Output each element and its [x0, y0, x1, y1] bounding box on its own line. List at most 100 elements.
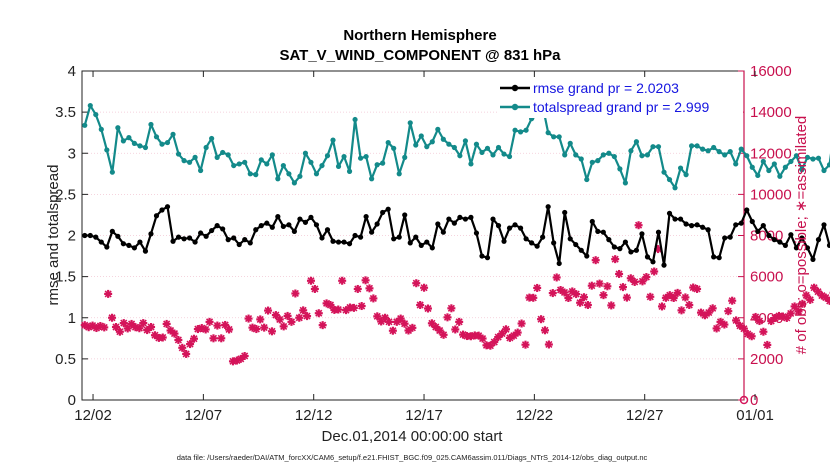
x-tick-label: 12/07 — [185, 407, 223, 424]
obs-point — [139, 319, 148, 328]
totalspread-point — [700, 146, 706, 152]
left-tick-label: 0.5 — [55, 351, 76, 368]
obs-point — [576, 298, 585, 307]
obs-point — [579, 293, 588, 302]
obs-point — [669, 294, 678, 303]
obs-point — [256, 315, 265, 324]
totalspread-point — [148, 121, 154, 128]
rmse-point — [446, 216, 452, 222]
rmse-point — [369, 229, 375, 235]
rmse-point — [584, 253, 590, 259]
obs-point — [334, 305, 343, 314]
rmse-point — [402, 212, 408, 218]
y-axis-label-right: # of obs: o=possible; ∗=assimilated — [793, 116, 810, 355]
x-axis-label: Dec.01,2014 00:00:00 start — [322, 428, 504, 445]
obs-point — [513, 328, 522, 337]
totalspread-point — [755, 172, 761, 179]
totalspread-point — [220, 149, 226, 156]
obs-point — [478, 334, 487, 343]
obs-point — [747, 332, 756, 341]
totalspread-point — [374, 162, 380, 168]
totalspread-point — [694, 143, 700, 149]
totalspread-point — [545, 130, 551, 136]
right-tick-label: 16000 — [750, 63, 792, 80]
totalspread-point — [82, 122, 88, 128]
rmse-point — [142, 248, 149, 254]
obs-point — [373, 312, 382, 321]
x-tick-label: 12/22 — [516, 407, 554, 424]
x-tick-label: 12/02 — [74, 407, 112, 424]
obs-point — [650, 267, 659, 276]
totalspread-point — [650, 144, 656, 150]
obs-point — [267, 327, 276, 336]
rmse-point — [479, 253, 485, 259]
totalspread-point — [727, 149, 733, 155]
rmse-point — [374, 221, 380, 227]
rmse-point — [793, 245, 800, 251]
totalspread-point — [142, 144, 149, 151]
obs-point — [677, 306, 686, 315]
totalspread-point — [804, 154, 811, 160]
totalspread-point — [473, 141, 480, 147]
obs-point — [572, 290, 581, 299]
rmse-point — [308, 214, 314, 220]
totalspread-point — [302, 150, 309, 156]
rmse-point — [236, 241, 242, 248]
rmse-point — [131, 245, 138, 251]
obs-point — [540, 326, 549, 335]
totalspread-point — [164, 139, 171, 146]
totalspread-point — [468, 161, 474, 167]
rmse-point — [242, 237, 248, 243]
obs-point — [786, 309, 795, 318]
totalspread-point — [181, 158, 187, 164]
rmse-point — [120, 241, 126, 247]
obs-point — [314, 309, 323, 318]
obs-point — [642, 273, 651, 282]
totalspread-point — [209, 135, 215, 142]
left-tick-label: 1.5 — [55, 269, 76, 286]
totalspread-point — [396, 171, 402, 177]
obs-point — [353, 284, 362, 293]
totalspread-point — [788, 158, 794, 165]
totalspread-series — [82, 102, 830, 191]
totalspread-point — [573, 152, 579, 158]
rmse-point — [170, 238, 176, 244]
totalspread-point — [330, 137, 336, 143]
rmse-point — [192, 239, 198, 245]
totalspread-point — [87, 102, 93, 109]
totalspread-point — [175, 151, 182, 157]
totalspread-point — [562, 152, 568, 158]
totalspread-point — [109, 169, 115, 175]
totalspread-point — [264, 161, 270, 167]
rmse-series — [82, 204, 830, 268]
totalspread-point — [639, 153, 645, 159]
rmse-point — [782, 242, 788, 248]
obs-point — [517, 319, 526, 328]
obs-point — [618, 283, 627, 292]
rmse-point — [391, 236, 397, 242]
obs-point — [583, 301, 592, 310]
rmse-point — [473, 230, 480, 236]
obs-point — [135, 324, 144, 333]
obs-point — [794, 307, 803, 316]
rmse-point — [396, 234, 402, 240]
rmse-line — [84, 205, 830, 267]
rmse-point — [799, 235, 805, 241]
totalspread-point — [688, 143, 695, 149]
rmse-point — [760, 223, 766, 229]
totalspread-point — [462, 138, 469, 144]
totalspread-point — [711, 144, 717, 151]
totalspread-point — [600, 152, 606, 158]
totalspread-point — [446, 141, 452, 147]
obs-point — [544, 340, 553, 349]
rmse-point — [529, 240, 535, 246]
obs-point — [310, 284, 319, 293]
rmse-point — [253, 227, 259, 233]
totalspread-point — [291, 180, 297, 186]
rmse-point — [655, 229, 662, 235]
left-tick-label: 2.5 — [55, 186, 76, 203]
obs-point — [533, 283, 542, 292]
totalspread-point — [385, 139, 391, 146]
rmse-point — [815, 237, 822, 243]
obs-point — [396, 314, 405, 323]
